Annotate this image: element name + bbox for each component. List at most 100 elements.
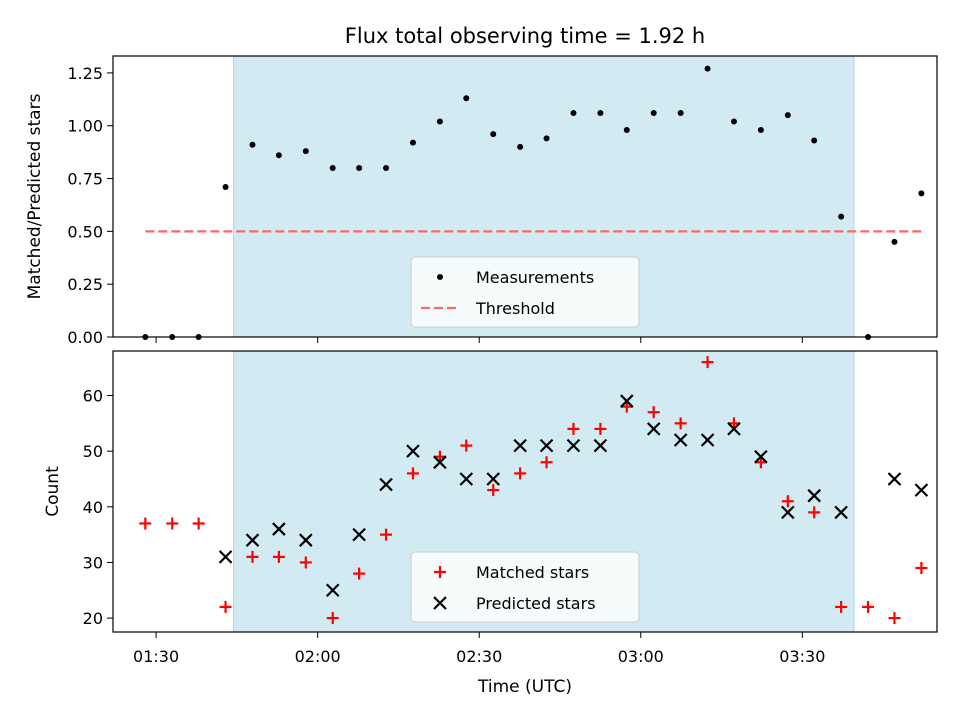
legend-label: Predicted stars — [476, 594, 596, 613]
x-tick-label: 01:30 — [133, 647, 179, 666]
matched-stars-point — [406, 467, 419, 480]
measurement-point — [275, 152, 282, 159]
legend-box — [410, 551, 640, 623]
x-b — [566, 438, 581, 453]
predicted-stars-point — [299, 533, 313, 547]
matched-stars-point — [299, 556, 312, 569]
measurement-point — [677, 110, 684, 117]
x-tick-label: 02:30 — [456, 647, 502, 666]
legend-label: Threshold — [475, 299, 555, 318]
matched-stars-point — [862, 600, 875, 613]
x-b — [807, 488, 821, 503]
matched-stars-point — [567, 422, 580, 435]
matched-stars-point — [192, 517, 205, 530]
predicted-stars-point — [727, 422, 741, 436]
matched-stars-point — [647, 406, 660, 419]
predicted-stars-point — [486, 472, 501, 486]
x-tick-label: 03:30 — [779, 647, 825, 666]
predicted-stars-point — [433, 455, 447, 470]
predicted-stars-point — [459, 472, 474, 486]
x-b — [379, 477, 393, 492]
predicted-stars-point — [406, 444, 420, 458]
matched-stars-point — [754, 456, 767, 469]
measurement-point — [757, 126, 764, 133]
y-tick-label: 0.00 — [67, 328, 103, 347]
matched-stars-point — [727, 417, 740, 430]
measurement-point — [570, 110, 577, 117]
measurement-point — [623, 126, 630, 133]
y-tick-label: 40 — [83, 498, 103, 517]
x-b — [887, 472, 902, 486]
plot-frame — [112, 350, 938, 633]
y-tick-label: 50 — [83, 442, 103, 461]
x-b — [914, 483, 929, 497]
x-tick-label: 03:00 — [618, 647, 664, 666]
x-b — [245, 533, 260, 547]
measurement-point — [249, 141, 256, 148]
matched-stars-point — [781, 495, 794, 508]
x-axis-label: Time (UTC) — [477, 677, 572, 697]
x-b — [218, 550, 233, 564]
matched-stars-point — [701, 356, 714, 369]
x-b — [646, 422, 661, 436]
x-b — [754, 449, 768, 464]
y-tick-label: 1.00 — [67, 117, 103, 136]
matched-stars-point — [620, 400, 633, 413]
measurement-point — [730, 118, 737, 125]
measurement-point — [517, 143, 524, 150]
legend-label: Matched stars — [476, 563, 589, 582]
matched-stars-point — [246, 550, 259, 563]
measurement-point — [838, 213, 845, 220]
measurement-point — [543, 135, 550, 142]
predicted-stars-point — [566, 438, 581, 453]
predicted-stars-point — [834, 505, 848, 520]
x-b — [539, 438, 554, 453]
matched-stars-point — [380, 528, 393, 541]
x-b — [459, 472, 474, 486]
measurement-point — [302, 148, 309, 155]
matched-stars-point — [514, 467, 527, 480]
predicted-stars-point — [325, 583, 340, 598]
measurement-point — [436, 118, 443, 125]
y-tick-label: 0.75 — [67, 170, 103, 189]
predicted-stars-point — [218, 550, 233, 564]
measurement-point — [784, 112, 791, 119]
matched-stars-point — [326, 612, 339, 625]
legend-measurement-swatch — [437, 274, 443, 280]
x-b — [325, 583, 340, 598]
matched-stars-point — [540, 456, 553, 469]
x-b — [834, 505, 848, 520]
y-tick-label: 20 — [83, 609, 103, 628]
y-tick-label: 1.25 — [67, 64, 103, 83]
matched-stars-point — [487, 484, 500, 497]
x-b — [352, 527, 366, 542]
matched-stars-point — [594, 422, 607, 435]
matched-stars-point — [219, 600, 232, 613]
x-b — [433, 455, 447, 470]
y-tick-label: 30 — [83, 553, 103, 572]
y-axis-label: Count — [43, 466, 63, 517]
measurement-point — [704, 65, 711, 72]
measurement-point — [597, 110, 604, 117]
measurement-point — [811, 137, 818, 144]
x-b — [700, 433, 715, 447]
measurement-point — [383, 164, 390, 171]
y-axis-label: Matched/Predicted stars — [25, 93, 45, 299]
matched-stars-point — [888, 612, 901, 625]
measurement-point — [409, 139, 416, 146]
predicted-stars-point — [539, 438, 554, 453]
legend-label: Measurements — [476, 268, 594, 287]
measurement-point — [222, 183, 229, 190]
matched-stars-point — [166, 517, 179, 530]
predicted-stars-point — [513, 438, 527, 453]
matched-stars-point — [674, 417, 687, 430]
predicted-stars-point — [807, 488, 821, 503]
x-b — [272, 522, 286, 536]
legend-predicted-swatch-b — [433, 596, 447, 610]
predicted-stars-point — [887, 472, 902, 486]
x-b — [486, 472, 501, 486]
matched-stars-point — [835, 600, 848, 613]
predicted-stars-point — [646, 422, 661, 436]
predicted-stars-point — [620, 394, 634, 408]
